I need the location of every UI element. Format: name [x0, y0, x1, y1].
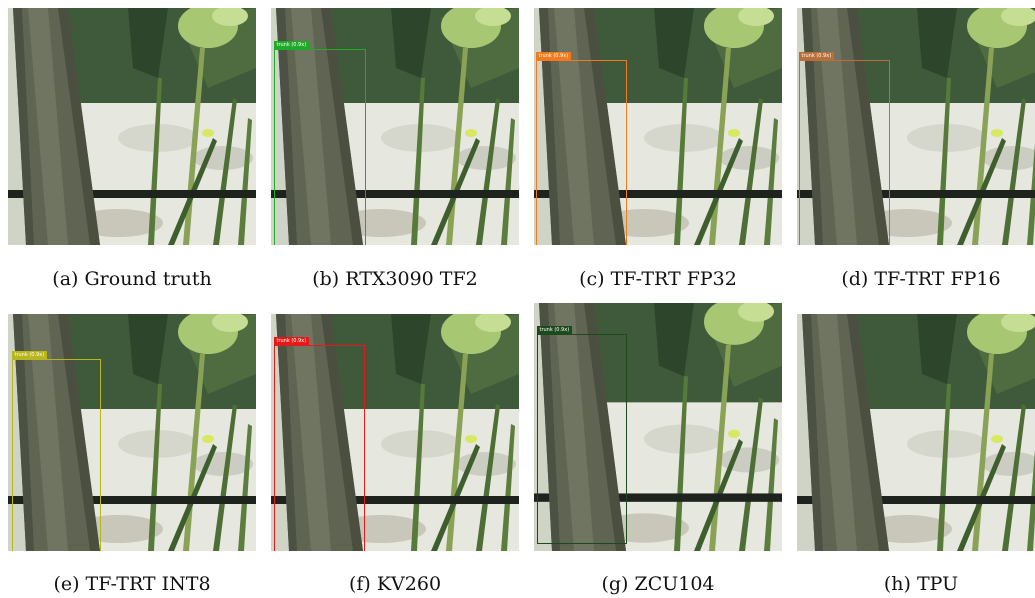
photo: trunk (0.9x) — [534, 8, 782, 245]
detection-label: trunk (0.9x) — [11, 351, 48, 359]
detection-box: trunk (0.9x) — [798, 52, 890, 245]
photo: trunk (0.9x) — [534, 303, 782, 551]
detection-label: trunk (0.9x) — [273, 337, 310, 345]
vineyard-photo — [8, 8, 256, 245]
caption: (f) KV260 — [348, 573, 442, 595]
caption: (a) Ground truth — [52, 268, 212, 290]
caption: (h) TPU — [883, 573, 959, 595]
photo: trunk (0.9x) — [271, 314, 519, 551]
detection-box: trunk (0.9x) — [273, 41, 366, 245]
detection-label: trunk (0.9x) — [798, 52, 835, 60]
detection-box: trunk (0.9x) — [273, 337, 365, 551]
caption: (g) ZCU104 — [601, 573, 715, 595]
photo: trunk (0.9x) — [797, 8, 1035, 245]
detection-box: trunk (0.9x) — [11, 351, 101, 551]
photo: trunk (0.9x) — [8, 314, 256, 551]
photo: trunk (0.9x) — [271, 8, 519, 245]
detection-label: trunk (0.9x) — [273, 41, 310, 49]
caption: (e) TF-TRT INT8 — [53, 573, 211, 595]
caption: (b) RTX3090 TF2 — [312, 268, 478, 290]
detection-box: trunk (0.9x) — [536, 326, 627, 544]
photo — [8, 8, 256, 245]
vineyard-photo — [797, 314, 1035, 551]
detection-label: trunk (0.9x) — [536, 326, 573, 334]
caption: (d) TF-TRT FP16 — [841, 268, 1001, 290]
caption: (c) TF-TRT FP32 — [579, 268, 737, 290]
detection-box: trunk (0.9x) — [535, 52, 627, 245]
photo — [797, 314, 1035, 551]
detection-label: trunk (0.9x) — [535, 52, 572, 60]
